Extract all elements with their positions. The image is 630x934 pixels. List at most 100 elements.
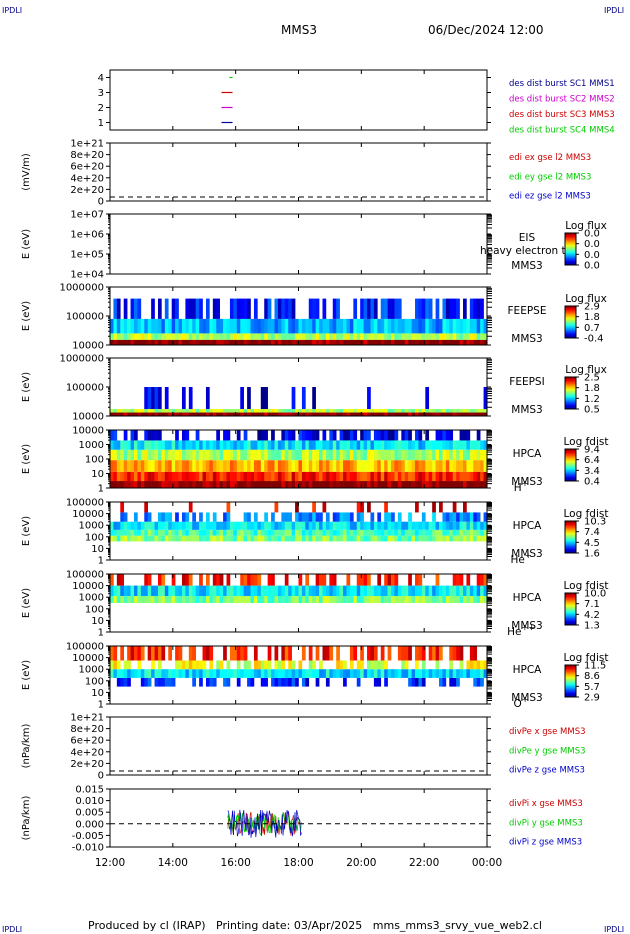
hpca_he-spectrogram-cell — [164, 512, 169, 522]
hpca_o-spectrogram-cell — [151, 646, 155, 661]
hpca_he-spectrogram-cell — [387, 521, 392, 530]
hpca_hepp-spectrogram-cell — [418, 596, 423, 603]
feepsi-spectrogram-cell — [449, 412, 454, 416]
hpca_o-spectrogram-cell — [415, 660, 419, 670]
feepsi-spectrogram-cell — [168, 412, 172, 416]
hpca_he-spectrogram-cell — [384, 512, 388, 522]
hpca_h-spectrogram-cell — [463, 471, 467, 482]
hpca_he-spectrogram-cell — [308, 512, 313, 522]
hpca_o-spectrogram-cell — [205, 646, 210, 661]
hpca_o-spectrogram-cell — [264, 677, 268, 687]
hpca_o-spectrogram-cell — [325, 646, 330, 661]
hpca_hepp-spectrogram-cell — [415, 585, 419, 597]
hpca_h-spectrogram-cell — [133, 430, 138, 441]
feepse-spectrogram-cell — [291, 298, 296, 319]
feepsi-spectrogram-cell — [312, 387, 316, 410]
time-axis-label: 20:00 — [346, 857, 376, 869]
hpca_he-spectrogram-cell — [394, 535, 399, 542]
feepsi-spectrogram-cell — [319, 412, 323, 416]
hpca_o-spectrogram-cell — [205, 677, 210, 687]
feepsi-spectrogram-cell — [205, 409, 210, 413]
hpca_hepp-spectrogram-cell — [267, 585, 272, 597]
hpca_o-spectrogram-cell — [267, 646, 272, 661]
feepsi-spectrogram-cell — [319, 409, 323, 413]
hpca_he-spectrogram-cell — [164, 521, 169, 530]
feepse-spectrogram-cell — [418, 318, 423, 334]
feepse-spectrogram-cell — [473, 318, 478, 334]
hpca_o-spectrogram-cell — [264, 669, 268, 678]
hpca_h-spectrogram-cell — [137, 481, 142, 488]
feepse-spectrogram-cell — [247, 339, 251, 345]
feepse-spectrogram-cell — [140, 339, 145, 345]
feepse-spectrogram-cell — [312, 333, 316, 340]
hpca_he-spectrogram-cell — [168, 521, 172, 530]
eis-ytick-label: 1e+05 — [70, 250, 104, 261]
hpca_o-spectrogram-cell — [483, 660, 488, 670]
hpca_h-spectrogram-cell — [130, 460, 135, 472]
hpca_he-spectrogram-cell — [428, 535, 433, 542]
hpca_h-spectrogram-cell — [408, 481, 412, 488]
hpca_h-spectrogram-cell — [483, 440, 488, 450]
feepse-spectrogram-cell — [308, 339, 313, 345]
feepse-spectrogram-cell — [469, 318, 474, 334]
hpca_hepp-spectrogram-cell — [229, 596, 234, 603]
feepse-spectrogram-cell — [243, 298, 248, 319]
hpca_h-spectrogram-cell — [295, 440, 299, 450]
hpca_h-spectrogram-cell — [463, 440, 467, 450]
hpca_he-spectrogram-cell — [288, 535, 292, 542]
hpca_h-spectrogram-cell — [456, 460, 460, 472]
hpca_h-spectrogram-cell — [384, 471, 388, 482]
hpca_h-spectrogram-cell — [329, 440, 334, 450]
hpca_he-spectrogram-cell — [305, 529, 310, 536]
feepse-spectrogram-cell — [339, 339, 344, 345]
hpca_hepp-spectrogram-cell — [253, 585, 258, 597]
hpca_h-spectrogram-cell — [216, 471, 220, 482]
feepse-cbar-title: Log flux — [565, 293, 607, 305]
hpca_h-cbar-tick-label: 9.4 — [584, 445, 600, 456]
feepse-spectrogram-cell — [161, 333, 166, 340]
hpca_o-spectrogram-cell — [315, 646, 320, 661]
hpca_he-spectrogram-cell — [315, 529, 320, 536]
hpca_he-spectrogram-cell — [247, 521, 251, 530]
hpca_h-spectrogram-cell — [157, 471, 162, 482]
hpca_hepp-spectrogram-cell — [250, 596, 255, 603]
hpca_h-spectrogram-cell — [373, 449, 378, 461]
hpca_he-spectrogram-cell — [322, 502, 327, 513]
feepsi-spectrogram-cell — [260, 409, 265, 413]
hpca_o-spectrogram-cell — [415, 677, 419, 687]
feepse-spectrogram-cell — [298, 318, 303, 334]
hpca_h-spectrogram-cell — [391, 440, 395, 450]
hpca_hepp-spectrogram-cell — [205, 574, 210, 586]
feepsi-spectrogram-cell — [277, 412, 282, 416]
hpca_o-spectrogram-cell — [397, 669, 402, 678]
hpca_h-spectrogram-cell — [397, 471, 402, 482]
feepse-spectrogram-cell — [264, 333, 268, 340]
feepse-spectrogram-cell — [127, 333, 131, 340]
feepsi-spectrogram-cell — [188, 412, 193, 416]
hpca_he-spectrogram-cell — [288, 529, 292, 536]
feepsi-spectrogram-cell — [260, 387, 265, 410]
eis-ytick-label: 1e+07 — [70, 210, 104, 221]
hpca_o-spectrogram-cell — [209, 660, 214, 670]
hpca_h-spectrogram-cell — [240, 440, 244, 450]
feepse-spectrogram-cell — [247, 298, 251, 319]
hpca_hepp-spectrogram-cell — [260, 596, 265, 603]
hpca_h-spectrogram-cell — [439, 440, 443, 450]
hpca_o-spectrogram-cell — [408, 646, 412, 661]
hpca_he-spectrogram-cell — [274, 502, 279, 513]
hpca_he-spectrogram-cell — [192, 512, 196, 522]
feepsi-spectrogram-cell — [483, 387, 488, 410]
hpca_o-spectrogram-cell — [377, 677, 382, 687]
feepsi-spectrogram-cell — [466, 409, 471, 413]
hpca_h-instrument-label: HPCA — [513, 448, 543, 460]
hpca_o-spectrogram-cell — [370, 660, 375, 670]
hpca_h-spectrogram-cell — [295, 471, 299, 482]
feepse-spectrogram-cell — [353, 318, 358, 334]
hpca_he-spectrogram-cell — [397, 535, 402, 542]
hpca_h-spectrogram-cell — [157, 430, 162, 441]
feepsi-spectrogram-cell — [360, 409, 364, 413]
hpca_o-spectrogram-cell — [469, 646, 474, 661]
hpca_o-spectrogram-cell — [154, 646, 159, 661]
hpca_h-spectrogram-cell — [332, 440, 337, 450]
hpca_he-spectrogram-cell — [288, 512, 292, 522]
